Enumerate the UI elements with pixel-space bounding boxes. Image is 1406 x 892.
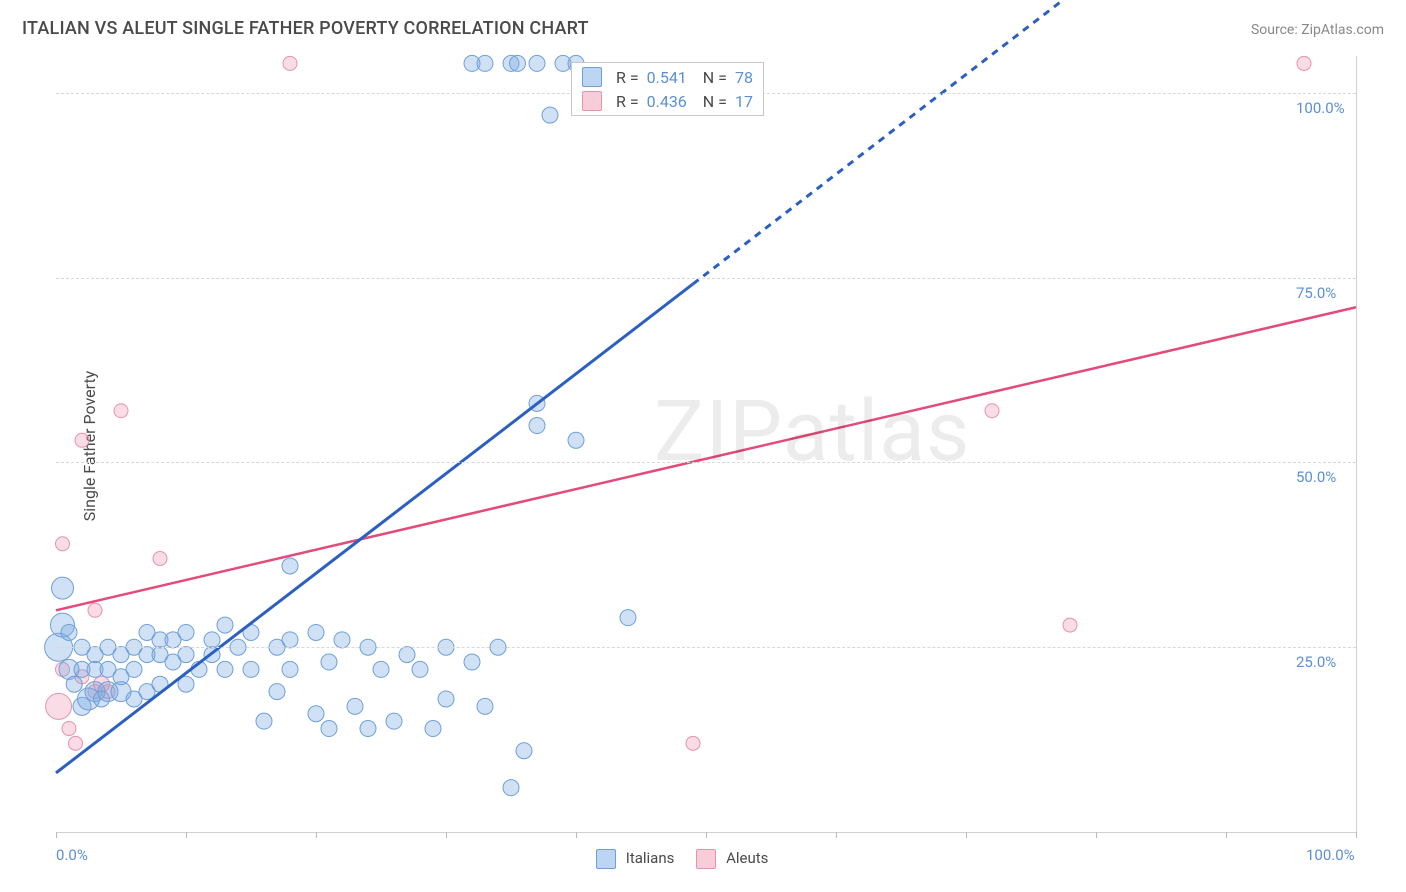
aleuts-r-value: 0.436 xyxy=(647,92,687,111)
italians-n-value: 78 xyxy=(735,68,753,87)
r-label: R = xyxy=(616,92,639,111)
italians-label: Italians xyxy=(626,849,675,867)
legend-item-italians: Italians xyxy=(596,849,674,869)
italians-r-value: 0.541 xyxy=(647,68,687,87)
aleuts-label: Aleuts xyxy=(726,849,768,867)
plot-area: ZIPatlas 25.0%50.0%75.0%100.0% xyxy=(56,56,1357,833)
x-axis-label-0: 0.0% xyxy=(56,846,88,864)
italians-swatch-icon xyxy=(596,849,616,869)
aleuts-swatch-icon xyxy=(582,91,602,111)
r-label: R = xyxy=(616,68,639,87)
correlation-legend: R = 0.541 N = 78 R = 0.436 N = 17 xyxy=(571,62,764,116)
correlation-row-italians: R = 0.541 N = 78 xyxy=(572,65,763,89)
x-axis-label-100: 100.0% xyxy=(1306,846,1355,864)
plot-svg xyxy=(56,56,1356,832)
correlation-row-aleuts: R = 0.436 N = 17 xyxy=(572,89,763,113)
source-label: Source: ZipAtlas.com xyxy=(1251,22,1384,38)
aleuts-n-value: 17 xyxy=(735,92,753,111)
y-tick-label: 100.0% xyxy=(1296,99,1345,117)
y-tick-label: 75.0% xyxy=(1296,284,1336,302)
title-bar: ITALIAN VS ALEUT SINGLE FATHER POVERTY C… xyxy=(22,18,1384,39)
y-tick-label: 25.0% xyxy=(1296,653,1336,671)
aleuts-swatch-icon xyxy=(696,849,716,869)
y-tick-label: 50.0% xyxy=(1296,468,1336,486)
n-label: N = xyxy=(703,68,727,87)
series-legend: Italians Aleuts xyxy=(596,849,768,869)
legend-item-aleuts: Aleuts xyxy=(696,849,768,869)
italians-swatch-icon xyxy=(582,67,602,87)
n-label: N = xyxy=(703,92,727,111)
chart-title: ITALIAN VS ALEUT SINGLE FATHER POVERTY C… xyxy=(22,18,589,39)
